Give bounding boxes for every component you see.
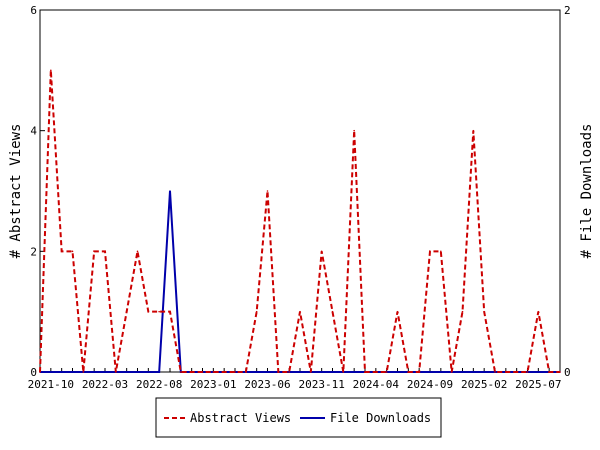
data-point-file-downloads <box>266 371 269 373</box>
x-tick-label: 2023-01 <box>190 378 236 391</box>
data-point-abstract-views <box>277 371 280 373</box>
plot-area <box>39 9 561 373</box>
data-point-file-downloads <box>169 190 171 192</box>
data-point-abstract-views <box>201 371 204 373</box>
y2-tick-label: 0 <box>564 366 571 379</box>
x-tick-label: 2022-03 <box>82 378 128 391</box>
legend-label-file-downloads: File Downloads <box>330 411 431 425</box>
data-point-file-downloads <box>50 371 52 373</box>
data-point-abstract-views <box>234 371 236 373</box>
x-tick-label: 2025-02 <box>461 378 507 391</box>
data-point-abstract-views <box>169 310 171 313</box>
data-point-abstract-views <box>212 371 215 373</box>
data-point-file-downloads <box>147 371 150 373</box>
data-point-abstract-views <box>82 371 85 373</box>
y-tick-label: 2 <box>30 245 37 258</box>
data-point-abstract-views <box>93 250 95 253</box>
data-point-file-downloads <box>331 371 334 373</box>
x-tick-label: 2024-09 <box>407 378 453 391</box>
y2-axis-title: # File Downloads <box>579 124 595 259</box>
x-tick-label: 2021-10 <box>28 378 74 391</box>
data-point-file-downloads <box>483 371 485 373</box>
data-point-file-downloads <box>461 371 464 373</box>
data-point-abstract-views <box>245 371 247 373</box>
x-tick-label: 2024-04 <box>353 378 400 391</box>
series-group <box>39 69 561 373</box>
y-tick-label: 0 <box>30 366 37 379</box>
data-point-file-downloads <box>136 371 139 373</box>
data-point-file-downloads <box>93 371 95 373</box>
data-point-abstract-views <box>136 250 139 253</box>
y-tick-label: 6 <box>30 4 37 17</box>
y-axis-title: # Abstract Views <box>8 124 24 259</box>
data-point-abstract-views <box>125 310 128 313</box>
data-point-abstract-views <box>515 371 518 373</box>
legend-label-abstract-views: Abstract Views <box>190 411 291 425</box>
data-point-abstract-views <box>440 250 442 253</box>
data-point-abstract-views <box>190 371 193 373</box>
data-point-abstract-views <box>342 371 345 373</box>
data-point-abstract-views <box>526 371 529 373</box>
y-tick-label: 4 <box>30 125 37 138</box>
data-point-abstract-views <box>505 371 507 373</box>
data-point-file-downloads <box>158 371 160 373</box>
data-point-abstract-views <box>310 371 312 373</box>
data-point-file-downloads <box>396 371 399 373</box>
data-point-abstract-views <box>180 371 182 373</box>
data-point-abstract-views <box>50 69 52 72</box>
data-point-file-downloads <box>125 371 128 373</box>
data-point-abstract-views <box>472 129 475 132</box>
data-point-abstract-views <box>266 190 269 192</box>
data-point-abstract-views <box>537 310 540 313</box>
x-tick-label: 2023-11 <box>298 378 344 391</box>
data-point-abstract-views <box>483 310 485 313</box>
data-point-abstract-views <box>115 371 117 373</box>
data-point-abstract-views <box>429 250 431 253</box>
data-point-abstract-views <box>223 371 225 373</box>
data-point-abstract-views <box>147 310 150 313</box>
data-point-file-downloads <box>60 371 63 373</box>
y2-tick-label: 2 <box>564 4 571 17</box>
data-point-abstract-views <box>548 371 550 373</box>
data-point-abstract-views <box>364 371 366 373</box>
data-point-abstract-views <box>255 310 258 313</box>
data-point-abstract-views <box>385 371 388 373</box>
x-tick-label: 2025-07 <box>515 378 561 391</box>
tick-labels: 2021-10 2022-03 2022-08 2023-01 2023-06 2023-… <box>28 4 571 391</box>
data-point-abstract-views <box>71 250 74 253</box>
data-point-abstract-views <box>60 250 63 253</box>
data-point-file-downloads <box>71 371 74 373</box>
data-point-file-downloads <box>320 371 323 373</box>
data-point-abstract-views <box>353 129 355 132</box>
data-point-file-downloads <box>353 371 355 373</box>
data-point-abstract-views <box>39 371 41 373</box>
data-point-abstract-views <box>331 310 334 313</box>
x-tick-label: 2022-08 <box>136 378 182 391</box>
data-point-file-downloads <box>104 371 106 373</box>
data-point-abstract-views <box>288 371 290 373</box>
data-point-abstract-views <box>559 371 561 373</box>
data-point-abstract-views <box>461 310 464 313</box>
data-point-abstract-views <box>396 310 399 313</box>
legend-box <box>155 397 442 438</box>
data-point-file-downloads <box>472 371 475 373</box>
data-point-abstract-views <box>104 250 106 253</box>
data-point-abstract-views <box>320 250 323 253</box>
data-point-abstract-views <box>494 371 496 373</box>
x-tick-label: 2023-06 <box>244 378 290 391</box>
data-point-file-downloads <box>440 371 442 373</box>
data-point-abstract-views <box>299 310 301 313</box>
data-point-abstract-views <box>407 371 410 373</box>
data-point-abstract-views <box>158 310 160 313</box>
data-point-file-downloads <box>429 371 431 373</box>
data-point-abstract-views <box>375 371 377 373</box>
data-point-abstract-views <box>418 371 420 373</box>
data-point-abstract-views <box>450 371 453 373</box>
data-point-file-downloads <box>537 371 540 373</box>
data-point-file-downloads <box>255 371 258 373</box>
data-point-file-downloads <box>299 371 301 373</box>
legend: Abstract Views File Downloads <box>155 397 442 438</box>
